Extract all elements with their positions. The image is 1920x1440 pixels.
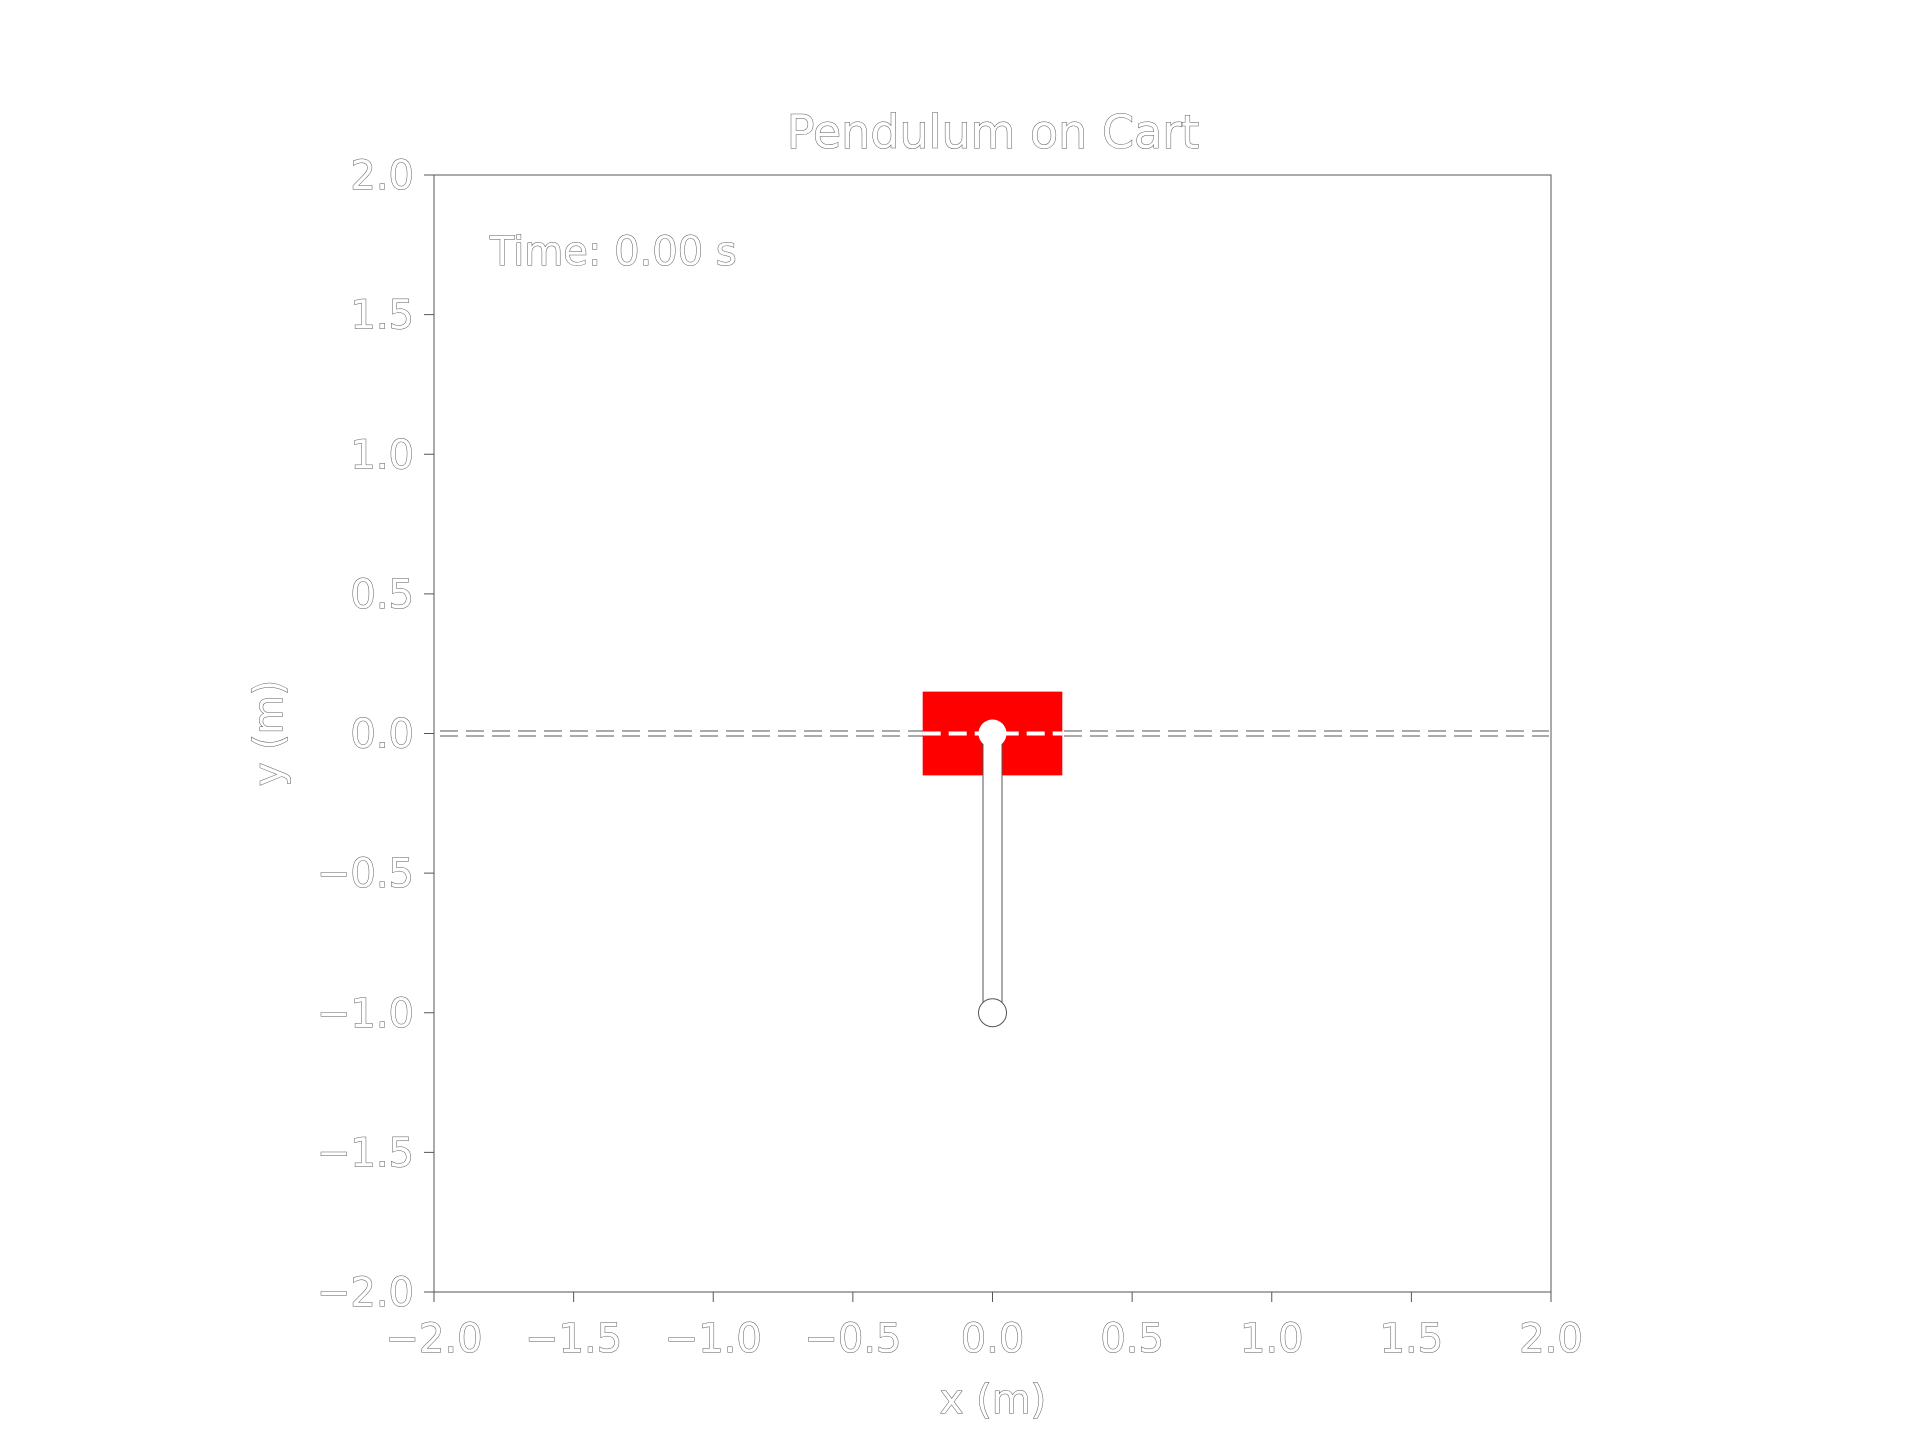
y-tick-label: −1.0 bbox=[317, 991, 414, 1037]
y-tick-label: −0.5 bbox=[317, 851, 414, 897]
x-axis-label: x (m) bbox=[940, 1377, 1047, 1423]
y-tick-label: 0.5 bbox=[350, 572, 414, 618]
x-tick-label: −1.5 bbox=[525, 1316, 622, 1362]
x-tick-label: 0.5 bbox=[1100, 1316, 1164, 1362]
y-tick-label: −1.5 bbox=[317, 1130, 414, 1176]
y-tick-label: 1.5 bbox=[350, 293, 414, 339]
y-axis-ticks: −2.0 −1.5 −1.0 −0.5 0.0 0.5 1.0 1.5 2.0 bbox=[316, 153, 434, 1317]
y-tick-label: 0.0 bbox=[350, 712, 414, 758]
scene-layer bbox=[440, 691, 1549, 1028]
x-tick-label: −2.0 bbox=[385, 1316, 482, 1362]
time-annotation: Time: 0.00 s bbox=[489, 229, 737, 275]
pendulum-bob bbox=[978, 998, 1007, 1028]
pivot-point bbox=[978, 719, 1007, 748]
y-tick-label: 2.0 bbox=[350, 153, 414, 199]
x-tick-label: 1.5 bbox=[1380, 1316, 1444, 1362]
x-tick-label: 2.0 bbox=[1519, 1316, 1583, 1362]
x-axis-ticks: −2.0 −1.5 −1.0 −0.5 0.0 0.5 1.0 1.5 2.0 bbox=[385, 1292, 1583, 1363]
y-tick-label: 1.0 bbox=[350, 432, 414, 478]
y-axis-label: y (m) bbox=[246, 680, 292, 787]
y-tick-label: −2.0 bbox=[317, 1270, 414, 1316]
chart-title: Pendulum on Cart bbox=[787, 105, 1199, 159]
x-tick-label: 1.0 bbox=[1240, 1316, 1304, 1362]
x-tick-label: −0.5 bbox=[804, 1316, 901, 1362]
x-tick-label: −1.0 bbox=[665, 1316, 762, 1362]
x-tick-label: 0.0 bbox=[961, 1316, 1025, 1362]
